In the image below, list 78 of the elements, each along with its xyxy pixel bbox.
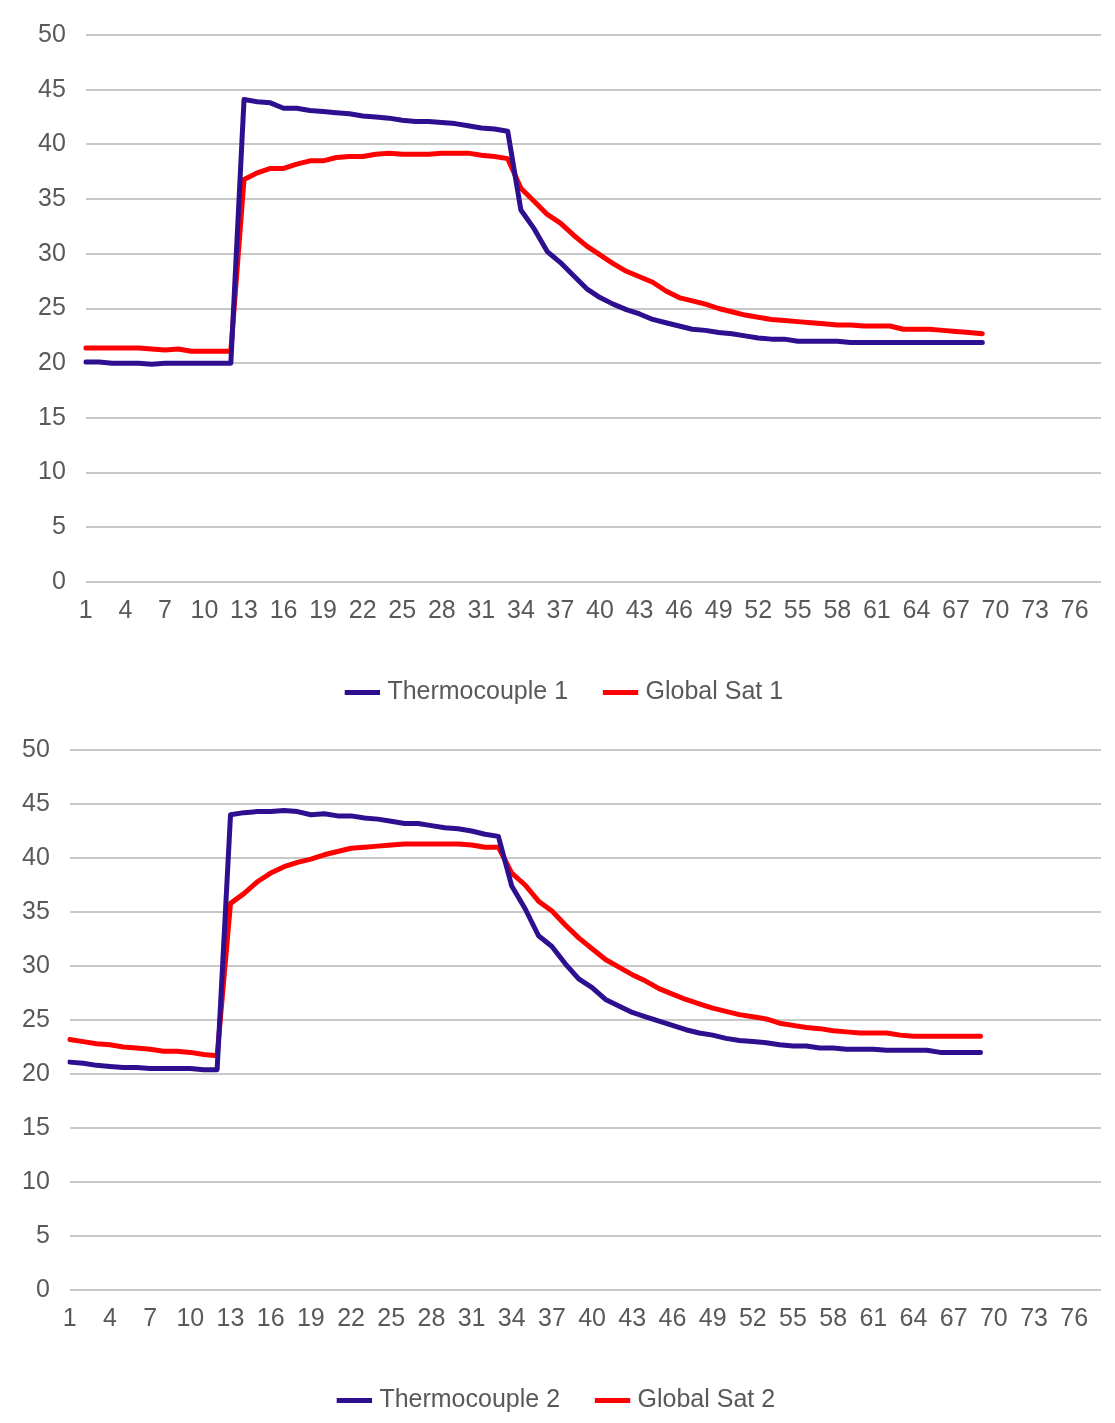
x-tick-label: 16	[256, 1302, 285, 1331]
legend-label: Thermocouple 2	[379, 1384, 561, 1413]
x-tick-label: 43	[625, 594, 654, 623]
y-tick-label: 15	[22, 1111, 50, 1140]
x-tick-label: 28	[417, 1302, 446, 1331]
x-tick-label: 49	[698, 1302, 727, 1331]
x-tick-label: 31	[467, 594, 496, 623]
x-tick-label: 7	[157, 594, 172, 623]
x-tick-label: 37	[538, 1302, 566, 1331]
y-tick-label: 0	[35, 1273, 50, 1302]
x-tick-label: 55	[779, 1302, 807, 1331]
x-tick-label: 10	[190, 594, 219, 623]
legend-label: Global Sat 1	[645, 676, 784, 705]
y-tick-label: 35	[38, 182, 66, 211]
y-tick-label: 50	[38, 18, 66, 47]
x-tick-label: 58	[823, 594, 852, 623]
x-tick-label: 28	[427, 594, 456, 623]
x-tick-label: 40	[586, 594, 614, 623]
y-tick-label: 35	[22, 895, 50, 924]
x-tick-label: 25	[377, 1302, 406, 1331]
x-tick-label: 70	[979, 1302, 1008, 1331]
x-tick-label: 73	[1020, 1302, 1048, 1331]
y-tick-label: 10	[22, 1165, 50, 1194]
x-tick-label: 67	[939, 1302, 968, 1331]
y-tick-label: 25	[38, 292, 66, 321]
x-tick-label: 52	[744, 594, 773, 623]
x-tick-label: 19	[309, 594, 338, 623]
x-tick-label: 4	[103, 1302, 118, 1331]
x-tick-label: 40	[578, 1302, 607, 1331]
y-tick-label: 20	[22, 1057, 50, 1086]
x-tick-label: 49	[704, 594, 733, 623]
y-tick-label: 25	[22, 1003, 50, 1032]
x-tick-label: 7	[143, 1302, 158, 1331]
legend-label: Thermocouple 1	[387, 676, 569, 705]
x-tick-label: 16	[269, 594, 298, 623]
y-tick-label: 10	[38, 456, 66, 485]
x-tick-label: 70	[981, 594, 1010, 623]
x-tick-label: 61	[862, 594, 891, 623]
y-tick-label: 30	[38, 237, 66, 266]
x-tick-label: 46	[658, 1302, 687, 1331]
x-tick-label: 58	[819, 1302, 848, 1331]
x-tick-label: 10	[176, 1302, 205, 1331]
y-tick-label: 5	[35, 1219, 50, 1248]
x-tick-label: 52	[738, 1302, 767, 1331]
x-tick-label: 46	[665, 594, 694, 623]
x-tick-label: 22	[337, 1302, 365, 1331]
x-tick-label: 76	[1060, 594, 1089, 623]
y-tick-label: 40	[22, 841, 50, 870]
legend-label: Global Sat 2	[637, 1384, 776, 1413]
x-tick-label: 73	[1021, 594, 1049, 623]
x-tick-label: 1	[62, 1302, 77, 1331]
x-tick-label: 22	[348, 594, 377, 623]
x-tick-label: 19	[296, 1302, 325, 1331]
x-tick-label: 61	[859, 1302, 888, 1331]
x-tick-label: 13	[216, 1302, 245, 1331]
y-tick-label: 5	[51, 511, 66, 540]
y-tick-label: 50	[22, 733, 50, 762]
x-tick-label: 64	[899, 1302, 928, 1331]
x-tick-label: 13	[230, 594, 258, 623]
y-tick-label: 40	[38, 128, 66, 157]
x-tick-label: 67	[942, 594, 970, 623]
x-tick-label: 37	[546, 594, 575, 623]
x-tick-label: 34	[506, 594, 535, 623]
y-tick-label: 15	[38, 401, 66, 430]
x-tick-label: 4	[118, 594, 133, 623]
y-tick-label: 20	[38, 347, 66, 376]
x-tick-label: 64	[902, 594, 931, 623]
x-tick-label: 1	[78, 594, 93, 623]
x-tick-label: 55	[783, 594, 812, 623]
y-tick-label: 45	[22, 787, 50, 816]
x-tick-label: 76	[1060, 1302, 1089, 1331]
y-tick-label: 0	[51, 565, 66, 594]
x-tick-label: 31	[457, 1302, 486, 1331]
x-tick-label: 34	[497, 1302, 526, 1331]
x-tick-label: 43	[618, 1302, 647, 1331]
y-tick-label: 30	[22, 949, 50, 978]
y-tick-label: 45	[38, 73, 66, 102]
x-tick-label: 25	[388, 594, 417, 623]
